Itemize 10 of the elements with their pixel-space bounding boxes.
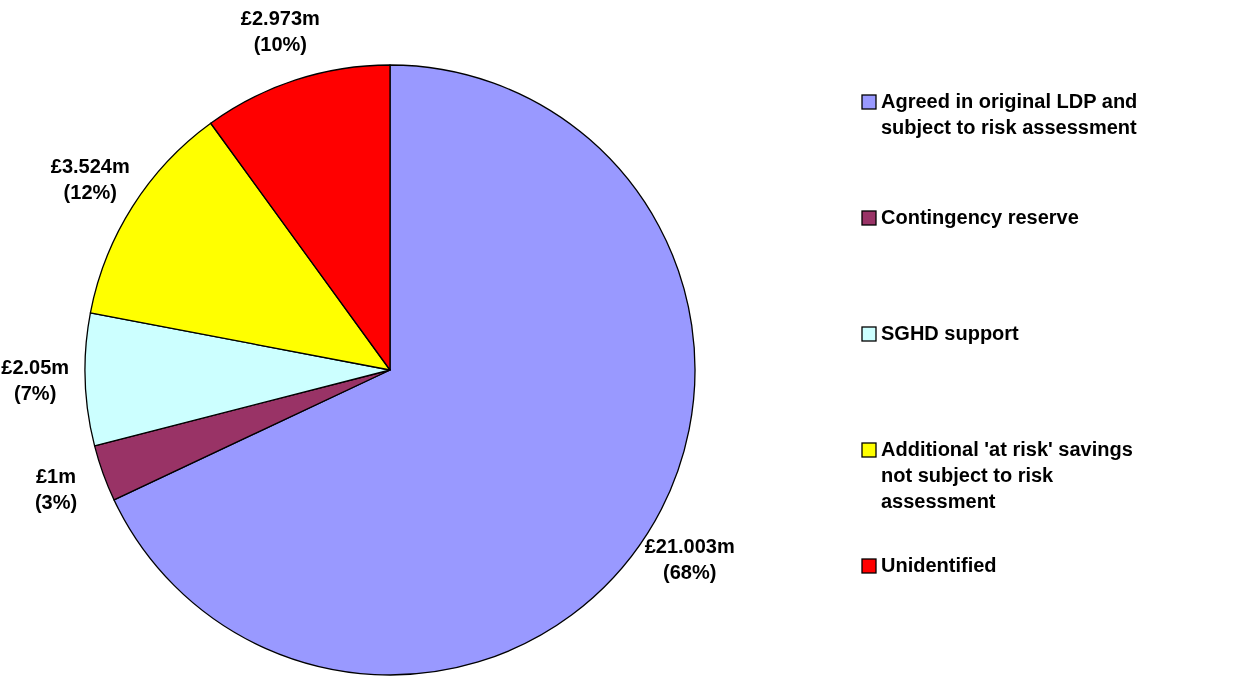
legend-label: Contingency reserve <box>881 206 1079 229</box>
legend-label: Additional 'at risk' savings not subject to risk assessment <box>881 438 1133 513</box>
legend-label: Agreed in original LDP and subject to risk assessment <box>881 90 1138 139</box>
legend-label: SGHD support <box>881 322 1020 345</box>
legend-label: Unidentified <box>881 554 997 577</box>
data-label: £3.524m (12%) <box>50 155 130 204</box>
data-label: £2.973m (10%) <box>240 7 320 56</box>
data-label: £2.05m (7%) <box>1 356 70 405</box>
data-label: £1m (3%) <box>34 465 78 514</box>
data-label: £21.003m (68%) <box>644 535 735 584</box>
